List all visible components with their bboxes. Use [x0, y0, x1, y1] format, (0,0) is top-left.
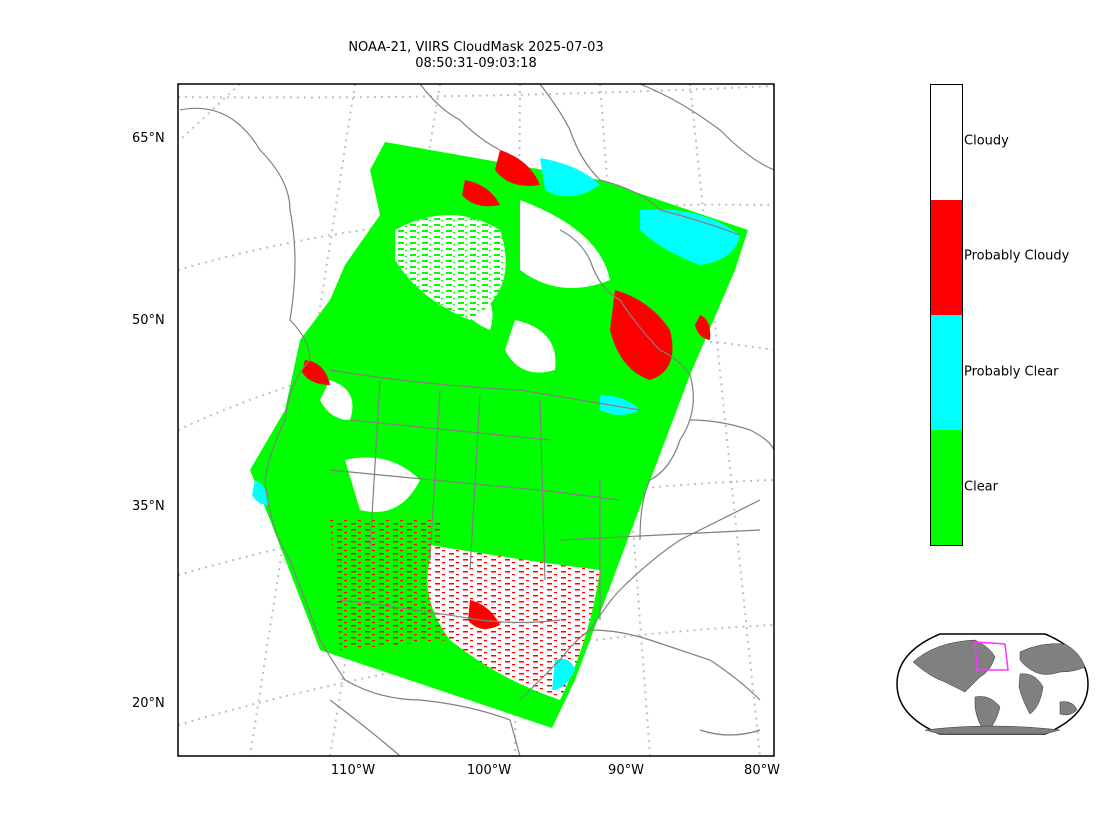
- map-title: NOAA-21, VIIRS CloudMask 2025-07-03 08:5…: [178, 40, 774, 72]
- africa-landmass: [1018, 673, 1044, 715]
- lat-label-65: 65°N: [132, 131, 165, 146]
- north-america-landmass: [912, 639, 996, 693]
- coastlines-and-borders: [179, 84, 774, 756]
- lon-label-100w: 100°W: [466, 763, 512, 778]
- lon-label-90w: 90°W: [608, 763, 644, 778]
- colorbar-segment-cloudy: [931, 85, 962, 200]
- lon-label-80w: 80°W: [744, 763, 780, 778]
- title-line-1: NOAA-21, VIIRS CloudMask 2025-07-03: [348, 40, 604, 55]
- colorbar-segment-probably-clear: [931, 315, 962, 430]
- colorbar-label-probably-clear: Probably Clear: [964, 364, 1059, 380]
- colorbar-label-cloudy: Cloudy: [964, 133, 1009, 149]
- colorbar-segment-probably-cloudy: [931, 200, 962, 315]
- map-border: [177, 83, 775, 757]
- colorbar-label-clear: Clear: [964, 479, 998, 495]
- coverage-outline: [974, 641, 1009, 671]
- south-america-landmass: [974, 696, 1001, 733]
- lat-label-35: 35°N: [132, 499, 165, 514]
- inset-globe: [896, 633, 1089, 735]
- colorbar: [930, 84, 963, 546]
- title-line-2: 08:50:31-09:03:18: [415, 56, 537, 71]
- colorbar-segment-clear: [931, 430, 962, 545]
- lat-label-50: 50°N: [132, 313, 165, 328]
- colorbar-label-probably-cloudy: Probably Cloudy: [964, 248, 1070, 264]
- lon-label-110w: 110°W: [330, 763, 376, 778]
- australia-landmass: [1059, 701, 1078, 716]
- antarctica-landmass: [924, 725, 1061, 735]
- lat-label-20: 20°N: [132, 696, 165, 711]
- eurasia-landmass: [1019, 643, 1086, 675]
